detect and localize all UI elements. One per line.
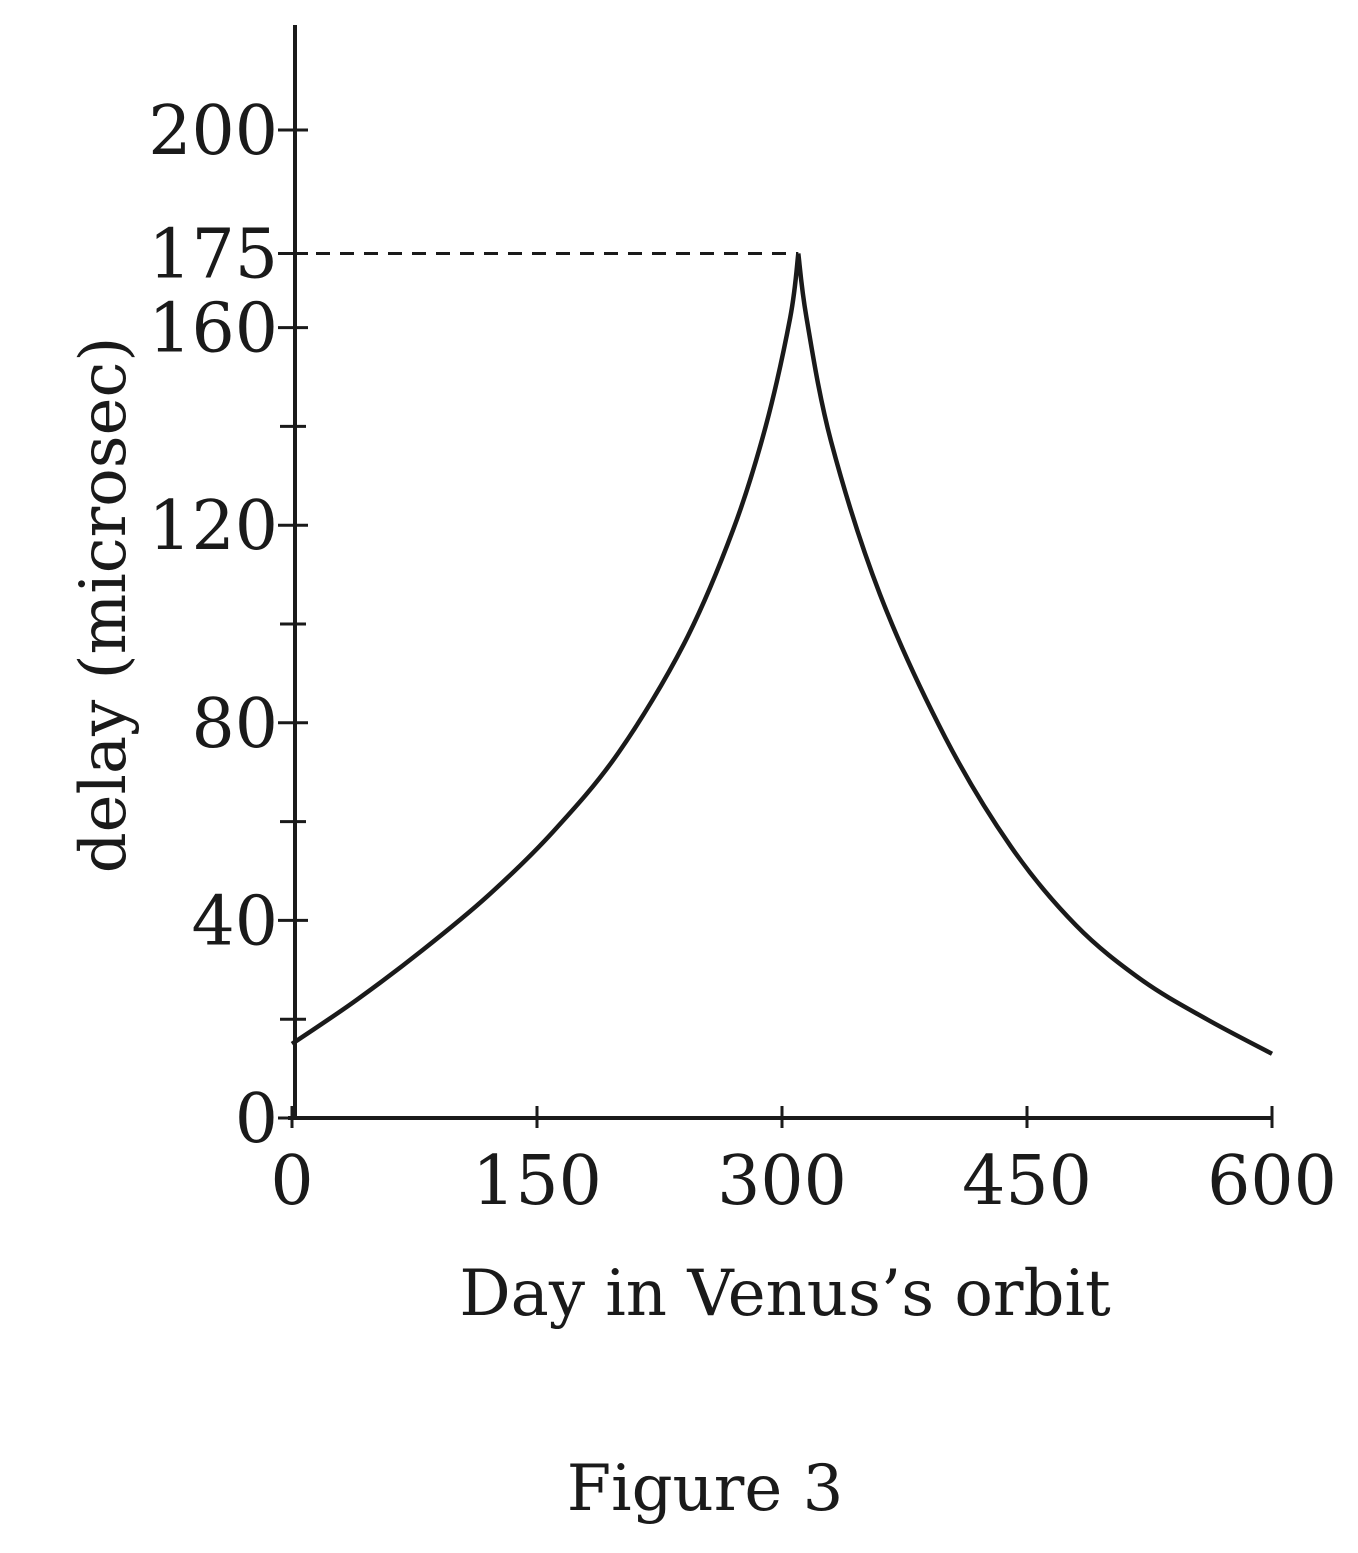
- y-tick-label-120: 120: [148, 487, 278, 566]
- y-axis-title: delay (microsec): [67, 337, 141, 874]
- y-tick-label-200: 200: [148, 92, 278, 171]
- x-axis-title: Day in Venus’s orbit: [459, 1257, 1111, 1331]
- figure-caption: Figure 3: [567, 1452, 844, 1526]
- y-tick-label-80: 80: [191, 685, 278, 764]
- x-tick-label-450: 450: [962, 1142, 1092, 1221]
- x-tick-label-150: 150: [472, 1142, 602, 1221]
- x-tick-label-600: 600: [1207, 1142, 1337, 1221]
- curve-layer: [290, 253, 1274, 1056]
- x-tick-label-300: 300: [717, 1142, 847, 1221]
- y-tick-label-40: 40: [191, 882, 278, 961]
- x-tick-label-0: 0: [270, 1142, 313, 1221]
- series-line-delay: [290, 253, 1274, 1056]
- axes: [288, 25, 1272, 1120]
- y-tick-label-160: 160: [148, 290, 278, 369]
- y-tick-label-0: 0: [235, 1080, 278, 1159]
- y-tick-label-175: 175: [148, 216, 278, 295]
